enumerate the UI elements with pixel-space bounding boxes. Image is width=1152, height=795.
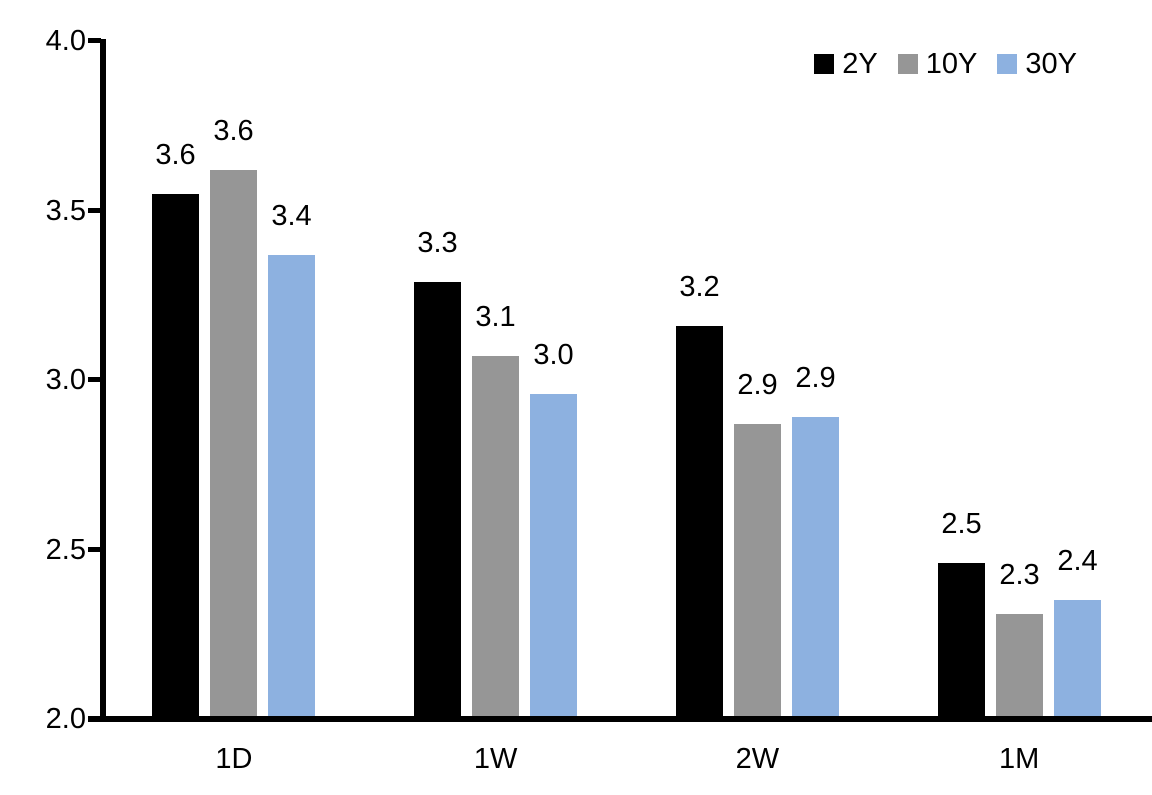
legend-item-2Y: 2Y — [814, 48, 878, 80]
bar-2Y-2W — [676, 326, 723, 717]
chart-legend: 2Y 10Y 30Y — [814, 48, 1077, 80]
y-axis-line — [100, 39, 106, 722]
data-label-10Y-1M: 2.3 — [999, 559, 1040, 591]
y-axis-tick-label: 2.5 — [45, 534, 86, 566]
data-label-10Y-2W: 2.9 — [737, 369, 778, 401]
y-axis-tick-label: 3.0 — [45, 364, 86, 396]
legend-label: 30Y — [1025, 48, 1077, 80]
bar-10Y-2W — [734, 424, 781, 717]
x-axis-line — [88, 716, 1152, 722]
y-axis-tick — [88, 208, 101, 213]
data-label-30Y-2W: 2.9 — [795, 362, 836, 394]
bar-2Y-1D — [152, 194, 199, 717]
y-axis-tick-label: 3.5 — [45, 195, 86, 227]
bar-30Y-1W — [530, 394, 577, 717]
bar-10Y-1W — [472, 356, 519, 717]
legend-swatch-icon — [897, 54, 918, 74]
legend-swatch-icon — [997, 54, 1018, 74]
legend-item-30Y: 30Y — [997, 48, 1077, 80]
x-axis-category-label: 1W — [473, 743, 518, 775]
y-axis-tick — [88, 38, 101, 43]
bar-30Y-1D — [268, 255, 315, 717]
y-axis-tick-label: 4.0 — [45, 25, 86, 57]
x-axis-category-label: 1M — [998, 743, 1040, 775]
data-label-30Y-1D: 3.4 — [271, 200, 312, 232]
x-axis-category-label: 2W — [735, 743, 780, 775]
bar-10Y-1D — [210, 170, 257, 717]
x-axis-category-label: 1D — [215, 743, 253, 775]
y-axis-tick-label: 2.0 — [45, 703, 86, 735]
data-label-2Y-2W: 3.2 — [679, 271, 720, 303]
y-axis-tick — [88, 547, 101, 552]
data-label-30Y-1M: 2.4 — [1057, 545, 1098, 577]
bar-10Y-1M — [996, 614, 1043, 717]
bar-2Y-1M — [938, 563, 985, 717]
y-axis-tick — [88, 377, 101, 382]
bar-2Y-1W — [414, 282, 461, 717]
data-label-2Y-1W: 3.3 — [417, 227, 458, 259]
data-label-2Y-1M: 2.5 — [941, 508, 982, 540]
legend-item-10Y: 10Y — [897, 48, 978, 80]
legend-label: 2Y — [842, 48, 878, 80]
bar-30Y-2W — [792, 417, 839, 717]
bar-30Y-1M — [1054, 600, 1101, 717]
legend-swatch-icon — [814, 54, 835, 74]
data-label-2Y-1D: 3.6 — [155, 139, 196, 171]
data-label-30Y-1W: 3.0 — [533, 339, 574, 371]
data-label-10Y-1D: 3.6 — [213, 115, 254, 147]
data-label-10Y-1W: 3.1 — [475, 301, 516, 333]
legend-label: 10Y — [925, 48, 978, 80]
